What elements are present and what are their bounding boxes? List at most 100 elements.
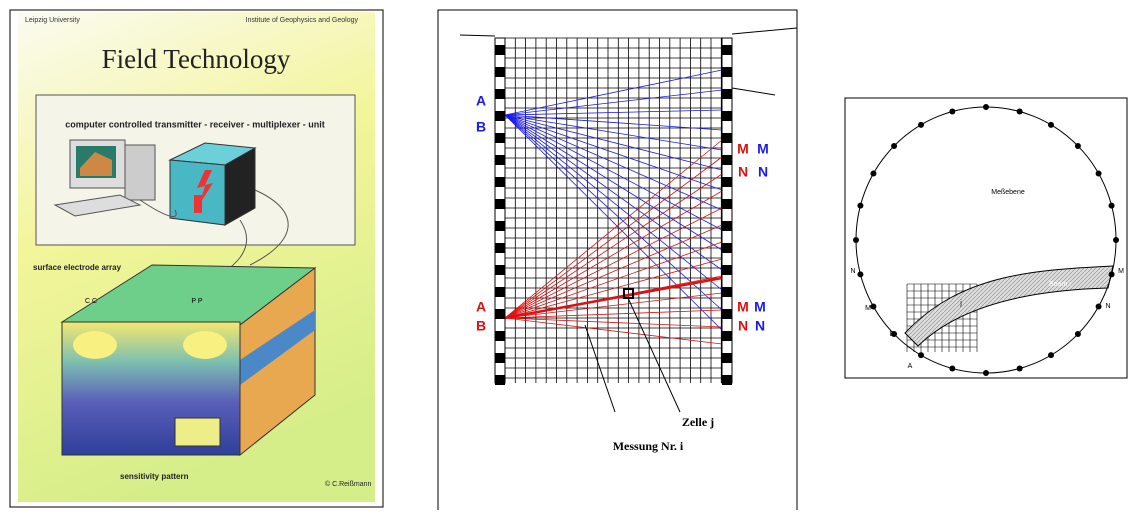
ray — [504, 224, 723, 319]
right-label: N — [758, 164, 768, 180]
ray — [504, 114, 723, 211]
right-label: M — [754, 299, 766, 315]
ray — [504, 114, 723, 311]
electrode — [1108, 202, 1115, 209]
ray — [504, 156, 723, 319]
electrode — [722, 353, 732, 363]
electrode — [1016, 108, 1023, 115]
electrode — [1016, 365, 1023, 372]
ray — [504, 276, 723, 320]
ray — [504, 114, 723, 131]
ray — [504, 69, 723, 116]
credit: © C.Reißmann — [325, 480, 371, 488]
panel-frame — [437, 9, 798, 515]
header-left: Leipzig University — [25, 17, 80, 24]
electrode — [1074, 331, 1081, 338]
ray — [504, 292, 723, 319]
electrode-label: A — [908, 363, 913, 370]
electrode — [1113, 237, 1119, 243]
ray — [504, 114, 723, 191]
electrode — [495, 67, 505, 77]
panel-frame — [844, 97, 1128, 379]
electrode — [918, 121, 924, 128]
electrode — [722, 375, 732, 385]
electrode-label: B — [890, 331, 895, 338]
ray — [504, 114, 723, 291]
measurement-label: Messung Nr. i — [613, 439, 684, 453]
beam-label: Beam i — [1049, 281, 1071, 288]
ray — [504, 109, 723, 116]
right-label: M — [757, 141, 769, 157]
ray — [504, 139, 723, 319]
cell-label: Zelle j — [682, 415, 714, 429]
electrode — [495, 199, 505, 209]
ray — [504, 317, 723, 328]
electrode-label: N — [1105, 303, 1110, 310]
ray — [504, 114, 723, 151]
electrode — [1048, 121, 1054, 128]
electrode — [495, 45, 505, 55]
electrode — [495, 265, 505, 275]
electrode — [1095, 303, 1102, 310]
electrode — [495, 89, 505, 99]
electrode — [891, 331, 898, 338]
cell-label: j — [959, 300, 962, 307]
electrode — [722, 155, 732, 165]
electrode — [495, 243, 505, 253]
electrode — [495, 375, 505, 385]
ray — [504, 317, 723, 345]
ray — [504, 114, 723, 171]
ray — [504, 114, 723, 271]
plane-label: Meßebene — [991, 189, 1025, 196]
electrode — [870, 303, 877, 310]
ray — [504, 173, 723, 319]
electrode — [495, 155, 505, 165]
electrode-label: M — [1118, 268, 1124, 275]
electrode — [722, 199, 732, 209]
ray — [504, 207, 723, 319]
electrode — [495, 133, 505, 143]
ray — [504, 258, 723, 319]
electrode — [722, 331, 732, 341]
electrode — [857, 271, 864, 278]
electrode — [853, 237, 859, 243]
panel-beam: Meßebene Beam i N M B A N M j — [844, 97, 1128, 379]
electrode — [1074, 142, 1081, 149]
left-label: A — [476, 299, 486, 315]
electrode — [1108, 271, 1115, 278]
ray — [504, 309, 723, 319]
left-label: B — [476, 119, 486, 135]
electrode — [949, 365, 956, 372]
electrode — [722, 45, 732, 55]
panel-tomography: A B A B M M N N M M N N Zelle j Messung … — [437, 9, 798, 515]
electrode — [983, 370, 989, 376]
array-label: surface electrode array — [33, 263, 122, 272]
ray — [504, 190, 723, 319]
ray — [504, 241, 723, 319]
bottom-label: sensitivity pattern — [120, 472, 189, 481]
header-right: Institute of Geophysics and Geology — [246, 17, 359, 24]
right-label: N — [738, 164, 748, 180]
right-label: N — [738, 318, 748, 334]
electrode — [891, 142, 898, 149]
electrode — [495, 111, 505, 121]
electrode — [918, 352, 924, 359]
electrode — [722, 111, 732, 121]
electrode — [949, 108, 956, 115]
ray — [504, 114, 723, 251]
panel-field-technology: Leipzig University Institute of Geophysi… — [9, 9, 384, 508]
electrode — [722, 89, 732, 99]
electrode-label: M — [865, 305, 871, 312]
block-model — [60, 264, 317, 457]
electrode — [722, 287, 732, 297]
electrode — [722, 67, 732, 77]
right-label: M — [737, 299, 749, 315]
poster-title: Field Technology — [102, 44, 291, 74]
electrode — [495, 221, 505, 231]
electrode — [722, 221, 732, 231]
electrode — [495, 353, 505, 363]
electrode — [722, 265, 732, 275]
right-label: N — [755, 318, 765, 334]
electrode-label: P P — [191, 298, 202, 305]
electrode — [495, 177, 505, 187]
